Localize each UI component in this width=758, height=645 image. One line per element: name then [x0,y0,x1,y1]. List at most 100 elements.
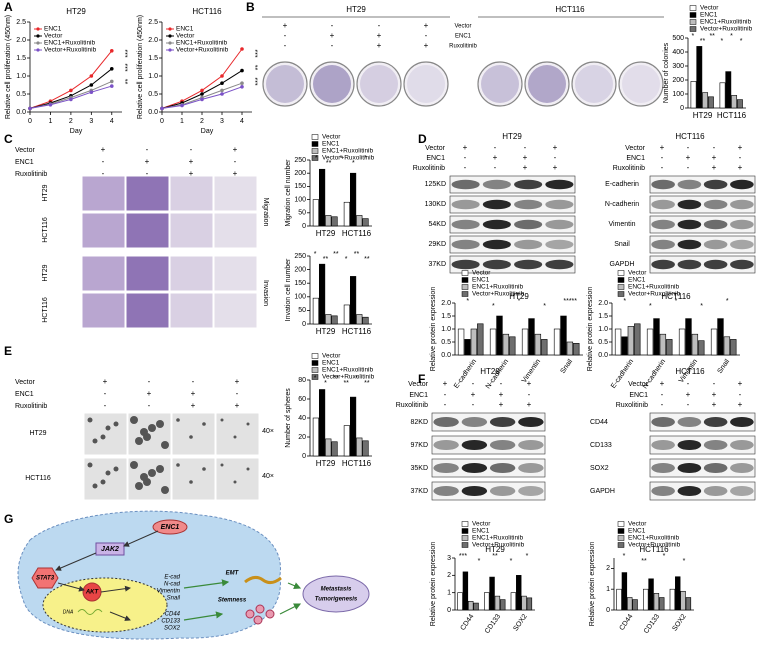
blot-strip [449,175,576,194]
condition-sign: - [102,169,105,178]
y-tick-label: 0 [447,607,451,614]
bar [731,95,738,109]
x-tick-label: HT29 [316,327,336,336]
micrograph [169,255,214,292]
side-label: Invasion [262,280,269,306]
x-tick-label: 3 [89,118,93,125]
blot-band [482,239,511,250]
blot-band [514,179,543,190]
dish [524,61,570,107]
point [109,49,114,53]
magnification: 40× [262,428,274,435]
bar [362,218,369,227]
chart-title: HCT116 [661,292,691,301]
bar [362,440,369,457]
condition-label: Vector [15,147,36,154]
significance: ** [255,65,262,71]
bar [534,333,542,356]
point [200,97,204,102]
condition-sign: + [738,400,743,409]
arrow [100,585,131,593]
panel-title: HCT116 [675,367,705,376]
micrograph [169,212,214,249]
sphere [113,466,119,472]
condition-sign: + [463,143,468,152]
blot-band [518,462,544,474]
blot-band [703,219,728,230]
legend-label: ENC1 [322,141,340,148]
row-label: HT29 [29,430,46,437]
condition-label: Vector [625,145,646,152]
bar [541,339,548,356]
x-tick-label: 0 [28,118,32,125]
x-tick-label: HT29 [316,459,336,468]
micrograph [125,292,170,329]
significance: ** [641,558,647,565]
y-tick-label: 150 [294,183,306,190]
blot-band [730,462,754,474]
blot-band [489,416,516,428]
bar [356,314,363,325]
blot-band [677,219,702,230]
condition-sign: + [191,401,196,410]
protein-label: Snail [614,241,630,248]
legend-label: Vector+Ruxolitinib [472,291,525,298]
condition-sign: + [235,401,240,410]
bar [468,601,474,611]
y-axis-label: Relative cell proliferation (450nm) [5,15,12,119]
bar [349,172,357,227]
sphere [140,428,148,436]
bar [627,326,635,356]
condition-label: ENC1 [15,391,34,398]
condition-sign: - [713,143,716,152]
legend-marker [36,41,40,45]
bar [477,323,484,356]
significance: * [675,298,678,305]
y-tick-label: 400 [672,49,684,56]
bar [343,201,350,227]
condition-sign: - [146,145,149,154]
significance: * [340,155,343,162]
bar [666,339,673,356]
blot-band [703,439,728,451]
blot-band [482,199,511,210]
point [160,106,164,111]
blot-band [651,439,675,451]
bar [643,588,649,611]
legend-marker [168,48,172,52]
y-axis-label: Relative protein expression [587,287,594,372]
blot-band [730,259,754,270]
micrograph [213,212,258,249]
blot-strip [649,458,756,478]
condition-label: ENC1 [15,159,34,166]
condition-sign: - [661,163,664,172]
outcome-label: Metastasis [321,587,352,593]
condition-sign: + [330,31,335,40]
panel-title: HCT116 [675,132,705,141]
blot-band [489,485,516,497]
stem-cell [265,609,275,619]
blot-band [677,199,702,210]
bar [318,389,326,457]
legend-marker [168,34,172,38]
condition-sign: + [712,400,717,409]
legend-swatch [617,528,625,534]
blot-strip [649,235,756,254]
condition-sign: - [687,163,690,172]
condition-sign: - [444,390,447,399]
y-tick-label: 0.0 [598,352,608,359]
blot-strip [431,481,546,501]
y-tick-label: 0.0 [441,352,451,359]
condition-label: Ruxolitinib [449,44,477,50]
legend-label: Vector [628,521,647,528]
gene-label: CD44 [165,612,181,618]
condition-sign: + [660,379,665,388]
significance: * [543,303,546,310]
protein-label: Vimentin [608,221,635,228]
y-tick-label: 200 [672,77,684,84]
sphere [113,421,119,427]
sphere [161,441,169,449]
bar [614,328,622,356]
